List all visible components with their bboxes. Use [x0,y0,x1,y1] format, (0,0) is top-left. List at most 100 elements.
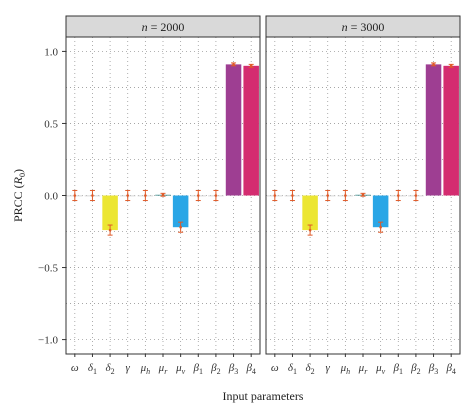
x-tick-label: γ [126,362,131,374]
x-tick-label: μr [158,362,169,376]
strip-label-n: n [142,20,148,34]
x-tick-subscript: 1 [199,367,203,376]
x-tick-symbol: δ [88,362,94,374]
x-tick-symbol: δ [106,362,112,374]
mean-point-11 [249,64,253,68]
x-tick-label: δ1 [288,362,297,376]
panel-strip-label: n = 3000 [342,20,385,34]
bar-10 [225,64,242,196]
x-tick-subscript: h [346,367,350,376]
strip-label-value: = 2000 [148,20,185,34]
mean-point-8 [196,194,200,197]
x-tick-symbol: β [210,362,217,374]
x-tick-label: β4 [245,362,255,376]
x-tick-subscript: 4 [252,367,256,376]
x-tick-symbol: β [428,362,435,374]
mean-point-10 [232,63,235,66]
y-tick-label: 0.5 [44,118,58,130]
x-tick-label: β4 [445,362,455,376]
x-tick-label: β2 [210,362,220,376]
x-tick-symbol: γ [326,362,331,374]
x-tick-label: β1 [193,362,203,376]
y-tick-label: 1.0 [44,46,58,58]
x-tick-symbol: δ [306,362,312,374]
mean-point-7 [379,225,382,229]
y-tick-label: 0.0 [44,191,58,203]
strip-label-value: = 3000 [348,20,385,34]
x-tick-label: ω [271,362,279,374]
y-axis-title-subscript: 0 [18,173,27,177]
x-tick-symbol: μ [375,362,382,374]
y-axis-title: PRCC (R0) [11,169,27,222]
x-tick-subscript: v [382,367,386,376]
mean-point-7 [179,225,182,229]
x-tick-subscript: 3 [434,367,438,376]
x-tick-subscript: 2 [217,367,221,376]
x-tick-label: δ1 [88,362,97,376]
y-tick-label: −0.5 [38,263,58,275]
x-tick-label: β3 [428,362,438,376]
x-tick-symbol: μ [175,362,182,374]
x-tick-symbol: β [245,362,252,374]
mean-point-5 [344,194,347,197]
mean-point-9 [214,194,218,197]
x-tick-subscript: 1 [399,367,403,376]
mean-point-11 [449,64,453,68]
x-tick-label: β2 [410,362,420,376]
x-tick-subscript: 4 [452,367,456,376]
y-axis-title-main: PRCC ( [11,184,25,222]
mean-point-6 [161,193,165,197]
x-tick-subscript: 2 [417,367,421,376]
x-tick-label: ω [71,362,79,374]
bar-7 [172,195,189,228]
x-tick-label: γ [326,362,331,374]
mean-point-10 [432,63,435,66]
mean-point-3 [108,228,112,232]
mean-point-4 [126,194,130,197]
mean-point-2 [291,194,294,197]
x-tick-subscript: 3 [234,367,238,376]
x-tick-subscript: 1 [293,367,297,376]
x-tick-subscript: v [182,367,186,376]
x-tick-symbol: β [445,362,452,374]
x-tick-subscript: r [164,367,168,376]
y-axis-title-symbol: R [11,176,25,185]
y-axis-title-end: ) [11,169,25,173]
x-tick-label: β1 [393,362,403,376]
bar-7 [372,195,389,228]
mean-point-4 [326,194,330,197]
panel-strip-label: n = 2000 [142,20,185,34]
x-tick-symbol: μ [158,362,165,374]
strip-label-n: n [342,20,348,34]
mean-point-1 [273,194,277,197]
x-tick-subscript: r [364,367,368,376]
mean-point-2 [91,194,94,197]
x-tick-symbol: β [228,362,235,374]
x-tick-subscript: 2 [111,367,115,376]
x-tick-label: δ2 [106,362,115,376]
x-tick-symbol: μ [340,362,347,374]
mean-point-8 [396,194,400,197]
x-tick-subscript: h [146,367,150,376]
bar-3 [102,195,118,231]
x-tick-label: β3 [228,362,238,376]
mean-point-9 [414,194,418,197]
mean-point-5 [144,194,147,197]
x-tick-symbol: β [410,362,417,374]
bar-11 [443,65,459,196]
x-tick-label: μr [358,362,369,376]
x-tick-label: μh [140,362,151,376]
y-tick-label: −1.0 [38,335,58,347]
bar-10 [425,64,442,196]
x-tick-symbol: β [193,362,200,374]
mean-point-1 [73,194,77,197]
x-tick-label: μh [340,362,351,376]
x-tick-symbol: ω [71,362,79,374]
x-tick-symbol: μ [358,362,365,374]
x-tick-label: μv [375,362,386,376]
bar-3 [302,195,318,231]
x-tick-symbol: ω [271,362,279,374]
